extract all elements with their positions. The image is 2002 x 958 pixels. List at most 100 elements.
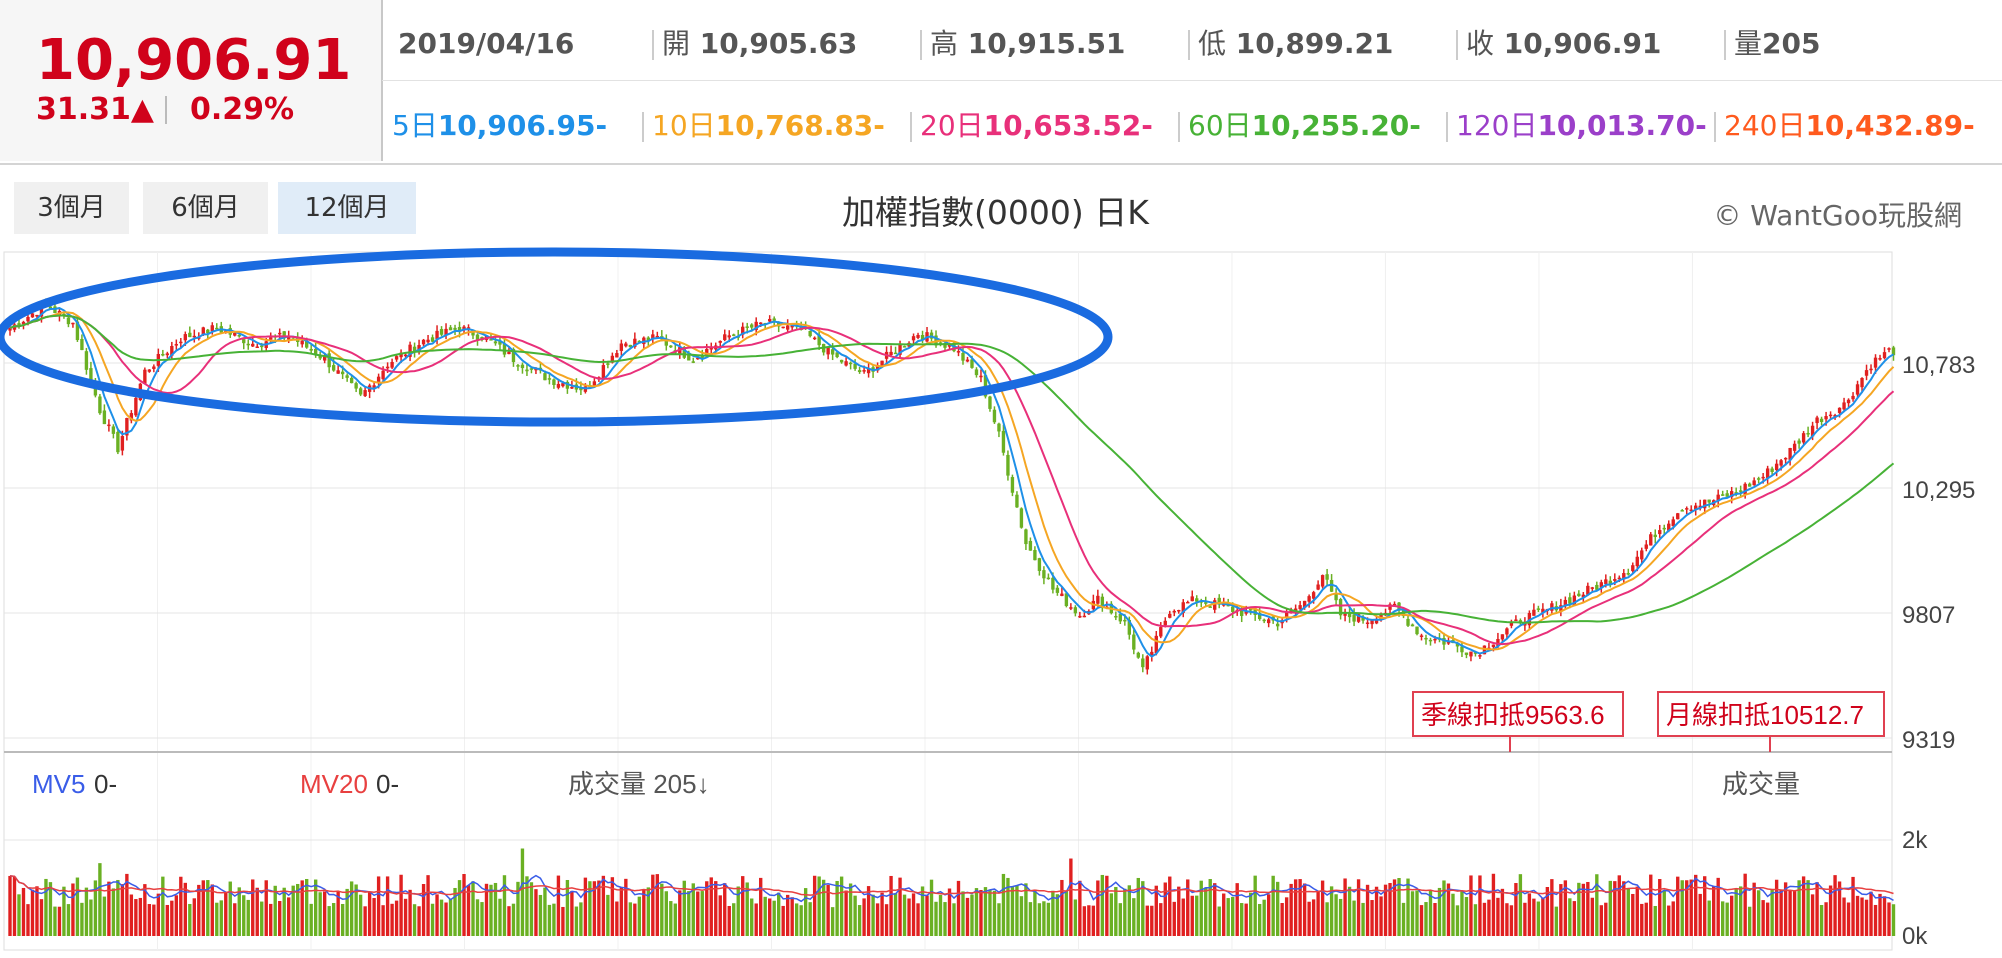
candle-body [246,343,250,346]
candle-body [759,322,763,325]
candle-body [579,387,583,391]
candle-body [1855,384,1860,395]
volume-bar [1343,878,1347,936]
volume-bar [601,875,606,936]
candle-body [35,314,39,317]
candle-body [893,352,898,355]
volume-bar [1878,893,1882,936]
y-tick-label: 10,783 [1902,352,1975,379]
volume-bar [1729,895,1734,936]
candle-body [565,381,570,389]
volume-bar [448,898,453,936]
volume-bar [583,877,588,936]
candle-body [664,338,668,346]
volume-bar [1105,875,1109,936]
candle-body [120,436,125,451]
volume-bar [1037,903,1042,936]
ma-cell-240日: 240日10,432.89- [1724,82,1975,162]
volume-bar [1725,902,1729,936]
volume-bar [287,897,291,936]
candle-body [471,329,475,336]
volume-bar [1518,874,1523,936]
candle-body [457,327,462,332]
candle-body [1676,513,1680,520]
candle-body [1860,378,1864,388]
volume-bar [1851,876,1855,936]
candle-body [1482,645,1487,655]
tab-12-months[interactable]: 12個月 [278,182,416,234]
ma-value: 10,432.89- [1805,109,1975,142]
volume-bar [1770,889,1774,936]
candle-body [691,361,695,363]
volume-bar [970,894,974,936]
candle-body [1828,414,1833,417]
volume-bar [1320,880,1325,936]
candle-body [682,346,686,358]
volume-bar [1752,882,1756,936]
volume-bar [628,902,633,936]
volume-bar [57,906,62,936]
volume-bar [1154,885,1158,936]
volume-bar [1662,889,1666,936]
volume-bar [1509,905,1514,936]
volume-bar [1779,890,1783,936]
volume-bar [615,901,619,936]
tab-3-months[interactable]: 3個月 [14,182,129,234]
volume-bar [1761,900,1765,936]
candle-body [1356,614,1361,622]
ma-value: 10,768.83- [715,109,885,142]
candle-body [381,370,385,380]
open-value: 10,905.63 [699,27,858,60]
candle-body [1680,510,1684,512]
candle-body [1869,368,1873,371]
candle-body [282,331,286,339]
candle-body [1761,476,1765,479]
volume-bar [215,902,219,936]
volume-bar [534,889,538,936]
volume-ma-lines [9,874,1894,903]
candle-body [26,316,30,322]
candle-body [1365,622,1370,624]
candle-body [322,356,327,361]
candle-body [1231,606,1235,612]
volume-bar [1545,886,1550,936]
volume-bar [835,880,839,936]
candle-body [1842,402,1846,410]
candle-body [1055,587,1060,593]
volume-bar [696,891,700,936]
tab-6-months[interactable]: 6個月 [143,182,268,234]
volume-bar [462,874,466,936]
candle-body [1536,608,1541,610]
candle-body [570,387,574,389]
volume-bar [246,899,250,936]
volume-bar [884,904,889,936]
volume-bar [39,899,44,936]
volume-bar [1235,883,1239,936]
volume-bar [1572,901,1577,936]
volume-bar [1257,903,1262,936]
volume-bar [826,884,830,936]
candle-body [444,328,448,336]
volume-bar [170,900,174,936]
candle-body [21,321,26,325]
candle-body [556,383,561,388]
candle-body [183,334,187,341]
volume-bar [777,892,781,936]
volume-bar [107,881,111,936]
candle-body [520,364,525,369]
candle-body [1455,642,1460,647]
candle-body [399,352,403,358]
candle-body [152,366,156,369]
candle-body [552,379,556,386]
candle-body [1015,494,1019,508]
candle-body [974,369,979,376]
volume-bar [1801,876,1806,936]
volume-bar [102,896,107,936]
candle-body [1721,494,1725,496]
volume-bar [1617,875,1621,936]
volume-bar [875,903,880,936]
brand-watermark: © WantGoo玩股網 [1713,199,1962,232]
volume-bar [1199,880,1203,936]
candle-body [516,365,520,367]
